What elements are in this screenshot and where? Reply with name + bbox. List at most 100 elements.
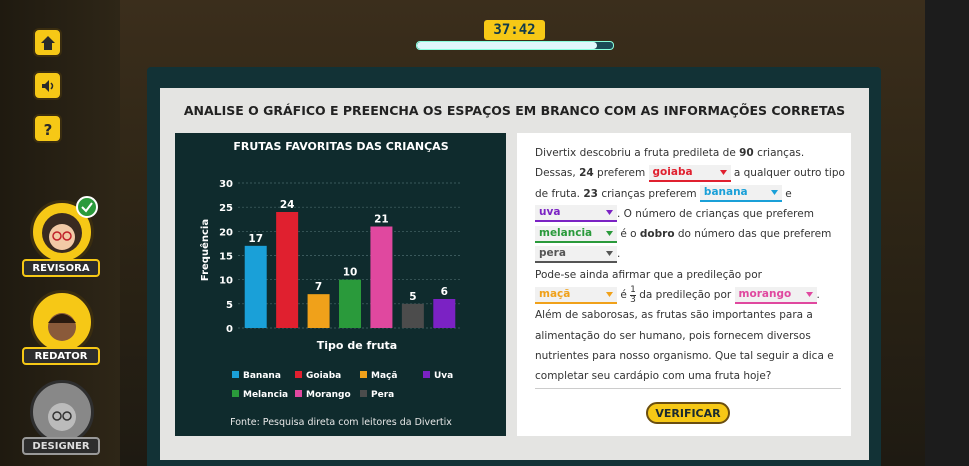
role-label: REVISORA [22,259,100,277]
dropdown-value: uva [539,206,560,218]
text: Divertix descobriu a fruta predileta de [535,147,739,159]
edge [925,0,969,466]
progress-bar [416,41,614,50]
dropdown-arrow [606,292,613,297]
sound-button[interactable] [33,71,62,100]
text: crianças preferem [598,188,700,200]
bar [339,280,361,328]
data-label: 7 [315,281,322,293]
data-label: 24 [280,199,295,211]
data-label: 21 [374,214,389,226]
y-tick-label: 20 [219,227,233,238]
check-icon [78,198,96,216]
avatar[interactable] [30,380,94,444]
arrow-shape [806,292,813,297]
avatar-face [33,293,91,351]
bar [308,294,330,328]
dropdown[interactable]: banana [700,185,782,202]
legend-swatch [232,390,239,397]
text: crianças. [754,147,804,159]
legend-swatch [360,371,367,378]
text: 24 [579,167,594,179]
bar [433,299,455,328]
legend-label: Goiaba [306,371,341,381]
role-label: REDATOR [22,347,100,365]
legend-label: Pera [371,390,394,400]
y-tick-label: 30 [219,179,233,190]
dropdown-arrow [606,210,613,215]
y-tick-label: 5 [226,300,233,311]
verify-button[interactable]: VERIFICAR [646,402,730,424]
dropdown[interactable]: maçã [535,287,617,304]
text: da predileção por [636,289,735,301]
y-tick-label: 15 [219,252,233,263]
arrow-shape [771,190,778,195]
text: . [617,248,620,260]
dropdown-arrow [806,292,813,297]
legend-label: Banana [243,371,281,381]
home-button[interactable] [33,28,62,57]
dropdown-value: morango [739,288,792,300]
svg-text:?: ? [43,121,52,137]
text: 23 [583,188,598,200]
data-label: 17 [248,233,263,245]
role-label: DESIGNER [22,437,100,455]
legend-label: Melancia [243,390,288,400]
progress-fill [417,42,597,49]
bar [245,246,267,328]
bar [370,227,392,329]
text: Pode-se ainda afirmar que a predileção p… [535,269,762,281]
dropdown-value: maçã [539,288,570,300]
dropdown-arrow [606,231,613,236]
legend-label: Uva [434,371,453,381]
x-axis-label: Tipo de fruta [317,339,397,352]
chart-box: FRUTAS FAVORITAS DAS CRIANÇAS Frequência… [175,133,506,436]
dropdown[interactable]: morango [735,287,817,304]
text: . O número de crianças que preferem [617,208,814,220]
dropdown[interactable]: uva [535,205,617,222]
dropdown-arrow [606,251,613,256]
y-tick-label: 0 [226,324,233,335]
legend-swatch [295,390,302,397]
sound-icon [40,78,56,94]
data-label: 10 [343,267,358,279]
dropdown[interactable]: goiaba [649,165,731,182]
arrow-shape [606,251,613,256]
text: 90 [739,147,754,159]
data-label: 5 [409,291,416,303]
legend-label: Morango [306,390,351,400]
y-tick-label: 25 [219,203,233,214]
help-icon: ? [40,121,56,137]
dropdown-arrow [771,190,778,195]
page: Atividade {"timer": "37:42", "roles": ["… [0,0,969,466]
help-button[interactable]: ? [33,114,62,143]
y-axis-label: Frequência [199,219,211,281]
chart: FRUTAS FAVORITAS DAS CRIANÇAS Frequência… [175,133,506,436]
passage: Divertix descobriu a fruta predileta de … [535,143,847,387]
avatar-face [33,383,91,441]
arrow-shape [720,170,727,175]
screen: ? REVISORA REDATOR DESIGNER 37:42 ANALIS… [0,0,969,466]
dropdown[interactable]: melancia [535,226,617,243]
data-label: 6 [441,286,448,298]
dropdown-arrow [720,170,727,175]
text: do número das que preferem [675,228,832,240]
text: é o [617,228,640,240]
heading: ANALISE O GRÁFICO E PREENCHA OS ESPAÇOS … [160,103,869,118]
bar [402,304,424,328]
check-badge [76,196,98,218]
dropdown-value: banana [704,186,748,198]
text: dobro [640,228,675,240]
dropdown-value: melancia [539,227,592,239]
y-tick-label: 10 [219,276,233,287]
legend-swatch [295,371,302,378]
home-icon [40,35,56,51]
timer: 37:42 [484,20,545,40]
arrow-shape [606,292,613,297]
avatar[interactable] [30,290,94,354]
arrow-shape [606,231,613,236]
dropdown[interactable]: pera [535,246,617,263]
legend-swatch [232,371,239,378]
legend-label: Maçã [371,371,397,381]
text: preferem [594,167,649,179]
